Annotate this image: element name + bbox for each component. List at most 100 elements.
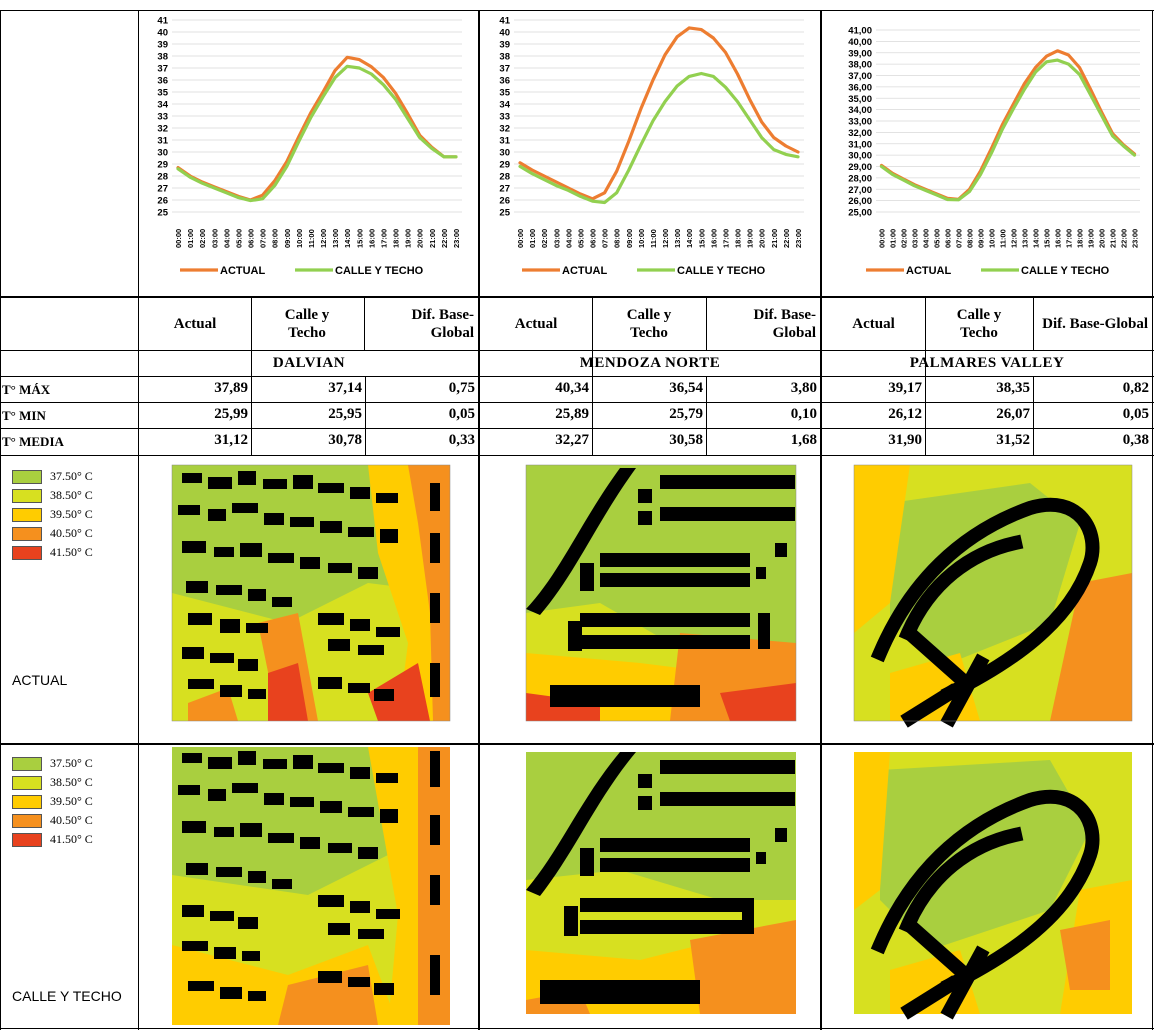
header-actual-mendoza: Actual xyxy=(514,316,558,332)
grid-line xyxy=(925,297,926,455)
legend-label: 39.50° C xyxy=(50,507,93,521)
legend-label-calle-y-techo: CALLE Y TECHO xyxy=(335,265,424,277)
y-tick-label: 27 xyxy=(157,184,168,195)
x-tick-label: 13:00 xyxy=(673,229,682,248)
x-tick-label: 16:00 xyxy=(367,229,376,248)
x-tick-label: 10:00 xyxy=(988,229,997,248)
y-tick-label: 41 xyxy=(499,16,510,27)
thermal-map-mendoza-norte-actual xyxy=(520,463,805,735)
y-tick-label: 39 xyxy=(499,40,510,51)
x-tick-label: 05:00 xyxy=(234,229,243,248)
scenario-label-calle-y-techo: CALLE Y TECHO xyxy=(12,988,122,1004)
y-tick-label: 30 xyxy=(499,148,510,159)
x-tick-label: 22:00 xyxy=(440,229,449,248)
series-line xyxy=(879,49,1137,201)
grid-line xyxy=(1033,376,1034,455)
site-name-mendoza-norte: MENDOZA NORTE xyxy=(579,355,721,371)
x-tick-label: 02:00 xyxy=(540,229,549,248)
header-calle-mendoza: Calle y Techo xyxy=(626,307,672,341)
y-tick-label: 32 xyxy=(157,124,168,135)
table-cell: 0,05 xyxy=(1122,406,1149,422)
x-tick-label: 09:00 xyxy=(977,229,986,248)
legend-label-actual: ACTUAL xyxy=(220,265,265,277)
legend-label: 41.50° C xyxy=(50,832,93,846)
grid-line xyxy=(0,376,1154,377)
y-tick-label: 34 xyxy=(499,100,510,111)
scenario-label-actual: ACTUAL xyxy=(12,672,68,688)
y-tick-label: 29,00 xyxy=(848,162,872,173)
table-cell: 32,27 xyxy=(555,432,589,448)
chart-palmares-valley: 25,00 26,00 27,00 28,00 29,00 30,00 31,00 32,00… xyxy=(826,12,1148,292)
y-tick-label: 35 xyxy=(157,88,168,99)
y-tick-label: 30,00 xyxy=(848,151,872,162)
chart-dalvian: 25 26 27 28 29 30 31 32 33 34 35 36 37 38 39 40 41 00:00 0… xyxy=(140,12,472,292)
legend-label-calle-y-techo: CALLE Y TECHO xyxy=(677,265,766,277)
legend-label: 38.50° C xyxy=(50,775,93,789)
x-tick-label: 22:00 xyxy=(782,229,791,248)
legend-label: 40.50° C xyxy=(50,526,93,540)
x-tick-label: 03:00 xyxy=(210,229,219,248)
y-tick-label: 29 xyxy=(499,160,510,171)
map-legend-actual: 37.50° C 38.50° C 39.50° C 40.50° C 41.5… xyxy=(12,468,93,563)
table-cell: 3,80 xyxy=(790,380,817,396)
table-cell: 25,79 xyxy=(669,406,703,422)
temperature-line-chart-palmares-valley: 25,0026,0027,0028,0029,0030,0031,0032,00… xyxy=(848,26,1140,277)
y-tick-label: 29 xyxy=(157,160,168,171)
table-cell: 25,89 xyxy=(555,406,589,422)
map-image xyxy=(853,464,1133,728)
y-tick-label: 31,00 xyxy=(848,139,872,150)
y-tick-label: 39 xyxy=(157,40,168,51)
table-cell: 26,12 xyxy=(888,406,922,422)
legend-item: 38.50° C xyxy=(12,774,93,791)
y-tick-label: 37,00 xyxy=(848,71,872,82)
x-tick-label: 10:00 xyxy=(637,229,646,248)
grid-line xyxy=(0,10,1,1030)
y-tick-label: 28 xyxy=(157,172,168,183)
header-dif-palmares: Dif. Base-Global xyxy=(1042,316,1148,332)
x-tick-label: 01:00 xyxy=(528,229,537,248)
x-tick-label: 22:00 xyxy=(1120,229,1129,248)
y-tick-label: 28,00 xyxy=(848,173,872,184)
x-tick-label: 04:00 xyxy=(222,229,231,248)
header-dif-mendoza: Dif. Base-Global xyxy=(753,307,817,341)
y-tick-label: 30 xyxy=(157,148,168,159)
x-tick-label: 06:00 xyxy=(589,229,598,248)
thermal-map-palmares-valley-actual xyxy=(850,463,1140,735)
legend-swatch xyxy=(12,794,42,809)
legend-label: 38.50° C xyxy=(50,488,93,502)
table-cell: 36,54 xyxy=(669,380,703,396)
x-tick-label: 21:00 xyxy=(428,229,437,248)
site-name-palmares-valley: PALMARES VALLEY xyxy=(909,355,1065,371)
table-cell: 37,14 xyxy=(328,380,362,396)
y-tick-label: 41 xyxy=(157,16,168,27)
x-tick-label: 11:00 xyxy=(999,229,1008,248)
grid-line xyxy=(0,455,1154,456)
grid-line xyxy=(706,376,707,455)
x-tick-label: 17:00 xyxy=(1065,229,1074,248)
legend-label: 40.50° C xyxy=(50,813,93,827)
x-tick-label: 15:00 xyxy=(1043,229,1052,248)
legend-swatch xyxy=(12,756,42,771)
y-tick-label: 31 xyxy=(157,136,168,147)
legend-item: 41.50° C xyxy=(12,831,93,848)
y-tick-label: 37 xyxy=(499,64,510,75)
grid-line xyxy=(0,296,1154,298)
header-dif-dalvian: Dif. Base-Global xyxy=(411,307,475,341)
y-tick-label: 40 xyxy=(499,28,510,39)
x-tick-label: 00:00 xyxy=(516,229,525,248)
x-tick-label: 08:00 xyxy=(966,229,975,248)
y-tick-label: 38 xyxy=(499,52,510,63)
x-tick-label: 17:00 xyxy=(379,229,388,248)
legend-label: 41.50° C xyxy=(50,545,93,559)
y-tick-label: 33 xyxy=(157,112,168,123)
x-tick-label: 06:00 xyxy=(247,229,256,248)
y-tick-label: 35 xyxy=(499,88,510,99)
y-tick-label: 25,00 xyxy=(848,208,872,219)
grid-line xyxy=(592,297,593,455)
row-label-tmin: T° MIN xyxy=(2,408,46,423)
x-tick-label: 20:00 xyxy=(1098,229,1107,248)
x-tick-label: 20:00 xyxy=(758,229,767,248)
x-tick-label: 07:00 xyxy=(955,229,964,248)
x-tick-label: 02:00 xyxy=(900,229,909,248)
